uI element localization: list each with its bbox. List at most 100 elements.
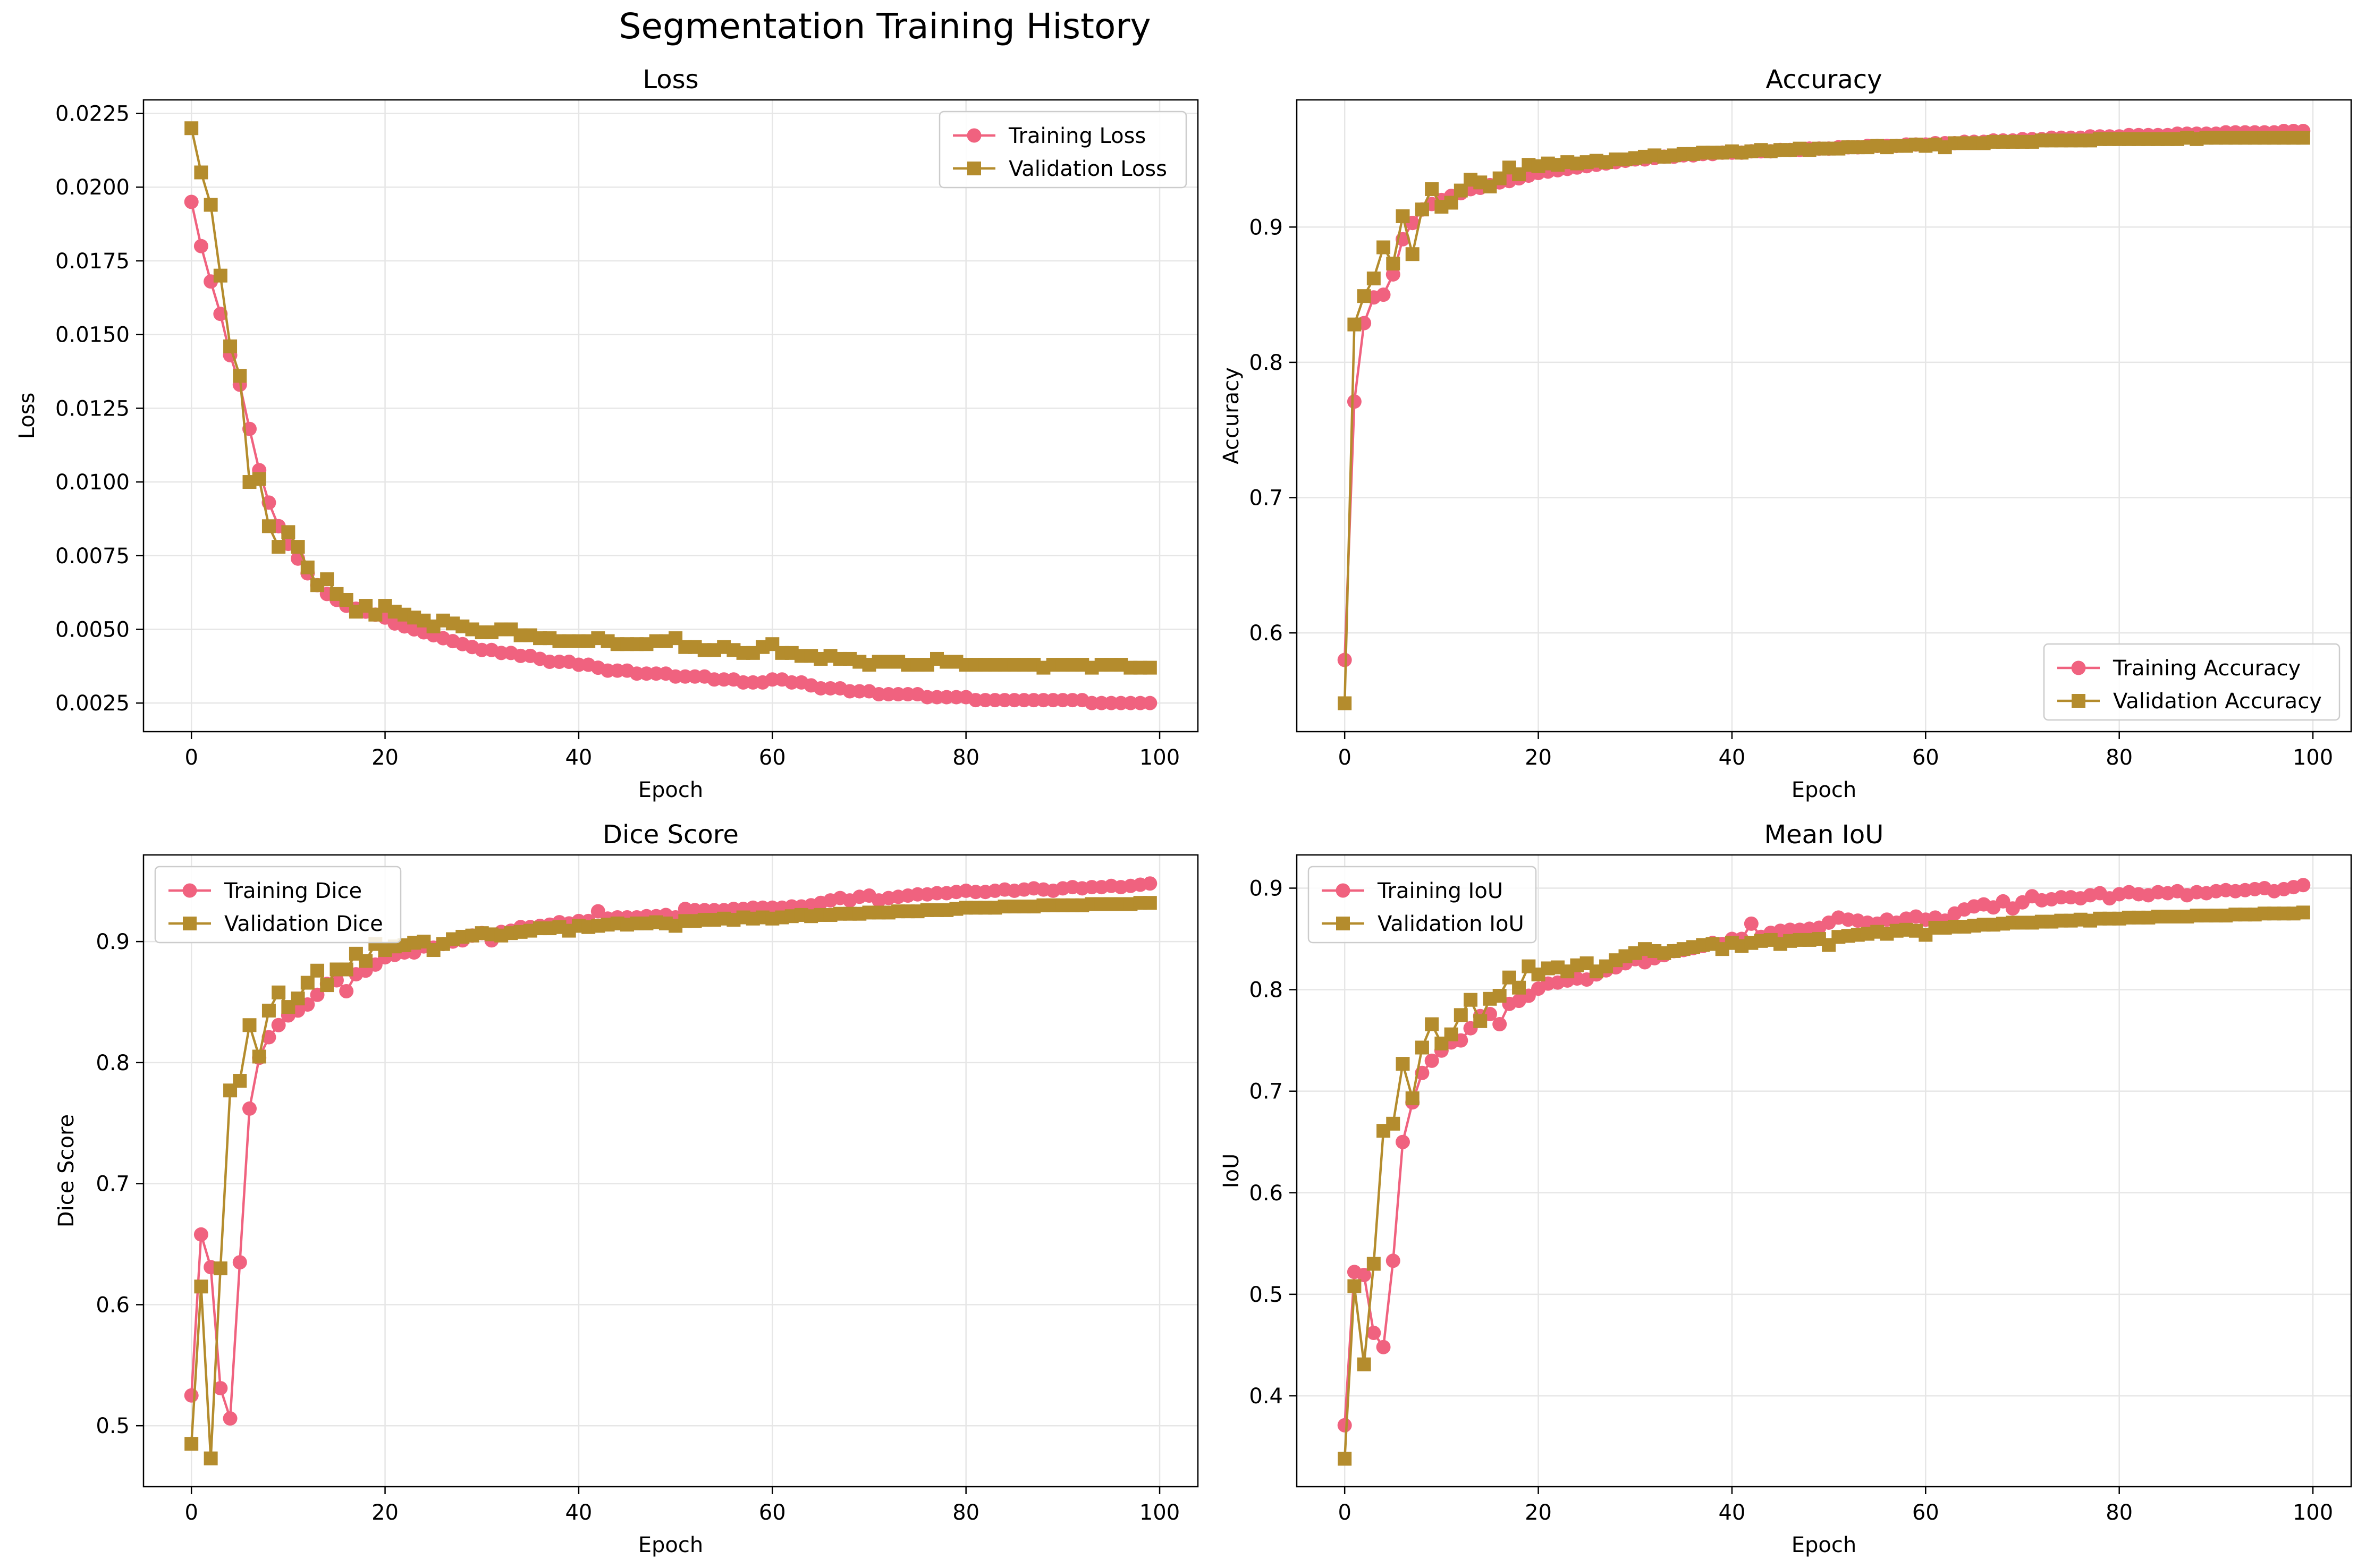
legend-box (154, 866, 402, 944)
square-point-validation (213, 1261, 227, 1276)
square-point-validation (1405, 1091, 1420, 1106)
circle-point-training (1424, 1053, 1439, 1068)
square-point-validation (300, 976, 315, 990)
square-point-validation (2296, 905, 2310, 920)
legend-iou: Training IoU Validation IoU (1307, 866, 1537, 944)
subplot-title-accuracy: Accuracy (1765, 65, 1882, 95)
y-tick-label: 0.8 (1249, 978, 1283, 1003)
square-point-validation (204, 1451, 218, 1465)
square-point-validation (1415, 202, 1429, 217)
square-point-validation (184, 121, 199, 135)
circle-point-training (1347, 394, 1362, 409)
square-point-validation (1473, 1014, 1488, 1028)
circle-point-training (1143, 876, 1158, 891)
x-tick-label: 80 (952, 745, 979, 770)
square-point-validation (272, 985, 286, 999)
square-point-validation (261, 519, 276, 533)
x-tick-label: 60 (1912, 1501, 1939, 1525)
square-point-validation (1143, 660, 1157, 675)
square-point-validation (1405, 247, 1420, 261)
y-tick-label: 0.0050 (55, 617, 130, 642)
square-point-validation (1425, 1017, 1439, 1031)
square-point-validation (1338, 1452, 1352, 1466)
x-tick-label: 0 (184, 1501, 198, 1525)
square-point-validation (223, 339, 238, 353)
y-axis-label-loss: Loss (15, 393, 39, 439)
circle-point-training (1744, 916, 1759, 931)
legend-label: Validation Dice (224, 912, 383, 936)
x-tick-label: 20 (371, 745, 399, 770)
y-tick-label: 0.0100 (55, 470, 130, 495)
legend-label: Validation Loss (1009, 157, 1167, 181)
square-point-validation (1444, 1027, 1458, 1041)
square-point-validation (1357, 289, 1371, 303)
x-axis-label-iou: Epoch (1792, 1533, 1856, 1557)
legend-marker (967, 128, 982, 143)
x-tick-label: 80 (2106, 745, 2133, 770)
y-tick-label: 0.8 (96, 1051, 130, 1075)
legend-marker (967, 162, 981, 175)
circle-point-training (242, 1101, 257, 1116)
legend-label: Training Dice (224, 879, 362, 903)
square-point-validation (213, 268, 227, 283)
legend-marker (1336, 917, 1350, 930)
axes-frame-dice (142, 854, 1199, 1488)
circle-point-training (213, 1381, 228, 1396)
axes-frame-iou (1296, 854, 2352, 1488)
y-tick-label: 0.7 (1249, 1080, 1283, 1104)
circle-point-training (1395, 1134, 1410, 1149)
y-tick-label: 0.0225 (55, 102, 130, 126)
legend-marker (2071, 660, 2086, 675)
square-point-validation (252, 472, 266, 486)
square-point-validation (1512, 980, 1526, 995)
legend-loss: Training Loss Validation Loss (939, 111, 1187, 189)
y-axis-label-dice: Dice Score (54, 1114, 79, 1227)
x-tick-label: 60 (759, 1501, 786, 1525)
y-tick-label: 0.0025 (55, 691, 130, 716)
square-point-validation (310, 963, 325, 978)
square-point-validation (1396, 209, 1410, 223)
y-tick-label: 0.5 (1249, 1283, 1283, 1307)
legend-label: Training Loss (1008, 124, 1146, 148)
y-tick-label: 0.7 (1249, 486, 1283, 511)
square-point-validation (1492, 989, 1507, 1003)
x-tick-label: 60 (1912, 745, 1939, 770)
circle-point-training (1385, 1253, 1400, 1268)
legend-label: Validation IoU (1378, 912, 1524, 936)
square-point-validation (184, 1437, 199, 1451)
y-tick-label: 0.6 (1249, 1181, 1283, 1206)
circle-point-training (1143, 696, 1158, 710)
legend-dice: Training Dice Validation Dice (154, 866, 402, 944)
circle-point-training (1357, 1268, 1372, 1283)
square-point-validation (1143, 896, 1157, 910)
y-tick-label: 0.6 (96, 1293, 130, 1317)
circle-point-training (261, 1030, 276, 1045)
square-point-validation (204, 198, 218, 212)
square-point-validation (320, 978, 334, 993)
circle-point-training (1492, 1017, 1507, 1032)
square-point-validation (1366, 272, 1381, 286)
x-tick-label: 0 (1338, 745, 1351, 770)
square-point-validation (339, 962, 353, 977)
subplot-iou: 0 20 40 60 80 100 0.4 0.5 0.6 0.7 0.8 0.9 Mean IoU Ep… (1219, 820, 2352, 1557)
square-point-validation (291, 991, 305, 1006)
square-point-validation (1347, 317, 1362, 332)
axes-frame-loss (142, 99, 1199, 733)
x-axis-label-dice: Epoch (638, 1533, 703, 1557)
axes-frame-accuracy (1296, 99, 2352, 733)
square-point-validation (1338, 696, 1352, 710)
y-tick-label: 0.0200 (55, 175, 130, 200)
square-point-validation (1347, 1279, 1362, 1293)
square-point-validation (281, 525, 295, 539)
y-tick-label: 0.9 (1249, 215, 1283, 240)
circle-point-training (271, 1018, 286, 1032)
y-tick-label: 0.8 (1249, 351, 1283, 375)
legend-label: Training IoU (1377, 879, 1503, 903)
y-tick-label: 0.5 (96, 1414, 130, 1438)
circle-point-training (232, 1255, 247, 1270)
square-point-validation (194, 1279, 208, 1294)
square-point-validation (359, 954, 373, 968)
figure-title: Segmentation Training History (619, 6, 1151, 47)
circle-point-training (1366, 1325, 1381, 1340)
y-tick-label: 0.6 (1249, 621, 1283, 646)
